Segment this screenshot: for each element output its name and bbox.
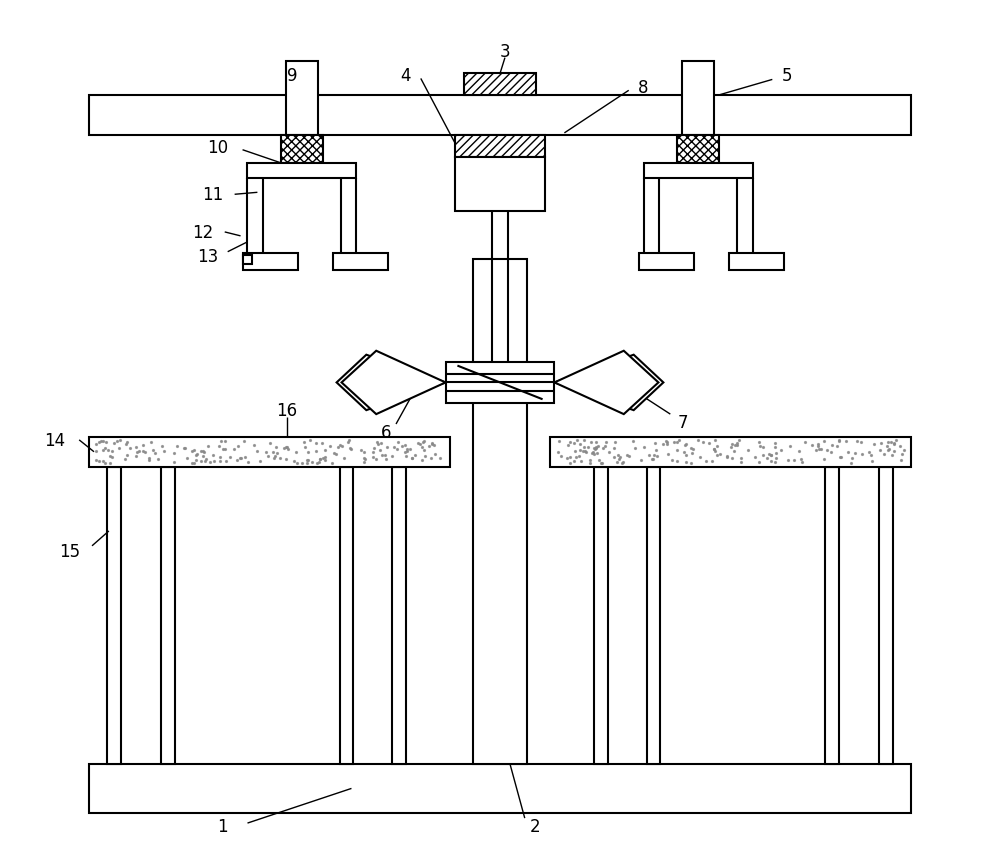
Text: 1: 1 [217,817,228,835]
Bar [682,61,714,135]
Bar [392,467,406,763]
Bar [89,437,450,467]
Polygon shape [342,351,446,415]
Bar [89,96,911,135]
Text: 6: 6 [381,423,391,441]
Text: 4: 4 [401,67,411,85]
Text: 12: 12 [192,223,214,242]
Bar [243,253,298,270]
Bar [639,253,694,270]
Bar [825,467,839,763]
Polygon shape [554,351,658,415]
Polygon shape [554,355,663,411]
Text: 15: 15 [59,542,80,560]
Text: 2: 2 [529,817,540,835]
Bar [464,74,536,96]
Bar [89,763,911,813]
Bar [243,256,252,265]
Bar [446,362,554,404]
Bar [161,467,175,763]
Bar [473,259,527,763]
Text: 7: 7 [678,413,688,431]
Polygon shape [337,355,446,411]
Text: 11: 11 [202,186,223,204]
Text: 3: 3 [500,43,510,60]
Bar [247,164,356,179]
Bar [455,158,545,212]
Bar [879,467,893,763]
Bar [340,467,353,763]
Bar [455,135,545,158]
Bar [677,135,719,164]
Bar [594,467,608,763]
Text: 16: 16 [277,401,298,420]
Bar [644,164,753,179]
Bar [729,253,784,270]
Bar [333,253,388,270]
Text: 10: 10 [207,139,228,157]
Text: 5: 5 [782,67,792,85]
Text: 9: 9 [287,67,297,85]
Bar [647,467,660,763]
Text: 8: 8 [638,79,649,97]
Bar [107,467,121,763]
Bar [281,135,323,164]
Bar [550,437,911,467]
Text: 14: 14 [44,431,65,449]
Text: 13: 13 [197,247,219,265]
Bar [286,61,318,135]
